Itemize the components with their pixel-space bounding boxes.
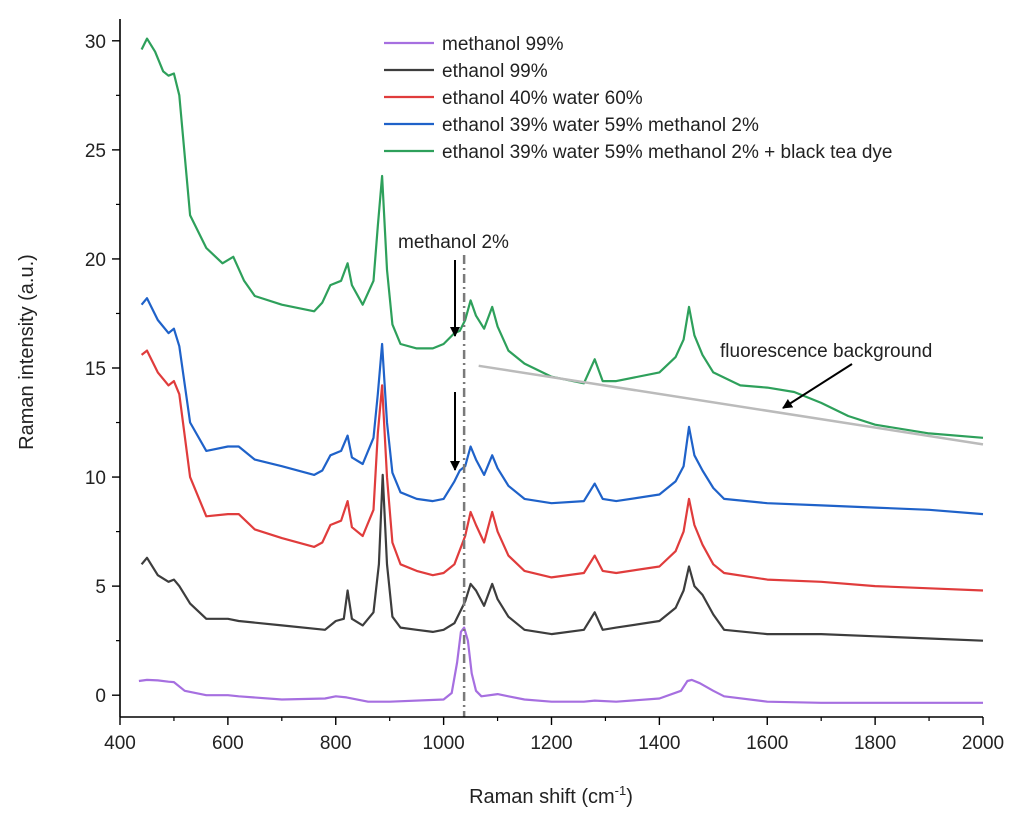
legend-label-1: methanol 99% (442, 34, 564, 55)
series-line-1 (138, 626, 983, 704)
series-group (138, 37, 984, 704)
series-line-4 (140, 297, 984, 516)
x-axis-label: Raman shift (cm-1) (469, 783, 633, 808)
legend-label-2: ethanol 99% (442, 61, 548, 82)
fluorescence-annotation: fluorescence background (720, 341, 932, 362)
x-tick-label: 800 (320, 733, 352, 754)
methanol-2-annotation: methanol 2% (398, 232, 509, 253)
y-tick-label: 15 (85, 359, 106, 380)
y-tick-label: 0 (95, 686, 106, 707)
y-tick-label: 5 (95, 577, 106, 598)
x-tick-label: 400 (104, 733, 136, 754)
fluorescence-background-line (478, 364, 984, 446)
series-line-5 (140, 37, 984, 439)
x-tick-label: 1200 (530, 733, 572, 754)
guides-group (462, 255, 984, 717)
legend: methanol 99% ethanol 99% ethanol 40% water… (384, 34, 892, 163)
x-tick-label: 2000 (962, 733, 1004, 754)
annotations: methanol 2% fluorescence background (398, 232, 932, 471)
y-tick-label: 10 (85, 468, 106, 489)
y-tick-labels: 0 5 10 15 20 25 30 (85, 32, 106, 707)
y-tick-label: 20 (85, 250, 106, 271)
x-tick-label: 1800 (854, 733, 896, 754)
fluorescence-arrow (782, 363, 853, 409)
x-tick-label: 1400 (638, 733, 680, 754)
x-tick-label: 1600 (746, 733, 788, 754)
axes-group (112, 19, 984, 725)
legend-label-3: ethanol 40% water 60% (442, 88, 643, 109)
legend-label-4: ethanol 39% water 59% methanol 2% (442, 115, 759, 136)
y-tick-label: 25 (85, 141, 106, 162)
x-tick-label: 600 (212, 733, 244, 754)
y-axis-label: Raman intensity (a.u.) (16, 254, 38, 450)
series-line-2 (140, 473, 984, 642)
legend-label-5: ethanol 39% water 59% methanol 2% + blac… (442, 142, 892, 163)
series-line-3 (140, 349, 984, 592)
x-tick-labels: 400 600 800 1000 1200 1400 1600 1800 2000 (104, 733, 1004, 754)
x-tick-label: 1000 (422, 733, 464, 754)
y-tick-label: 30 (85, 32, 106, 53)
